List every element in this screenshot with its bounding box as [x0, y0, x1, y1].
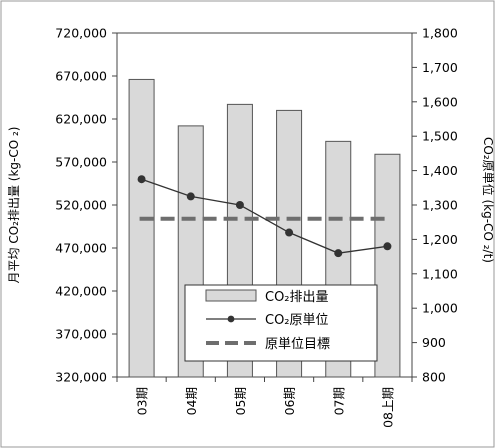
- right-tick-label: 800: [422, 370, 446, 385]
- rate-point: [235, 201, 244, 209]
- left-tick-label: 620,000: [55, 112, 107, 127]
- left-tick-label: 320,000: [55, 370, 107, 385]
- right-tick-label: 1,600: [422, 94, 458, 109]
- left-tick-label: 370,000: [55, 327, 107, 342]
- x-tick-label: 03期: [135, 387, 150, 415]
- legend-bar-swatch: [205, 289, 257, 302]
- right-axis-title: CO₂原単位 (kg-CO ₂/t): [481, 137, 495, 263]
- left-axis-title: 月平均 CO₂排出量 (kg-CO ₂): [7, 127, 21, 284]
- right-tick-label: 1,000: [422, 301, 458, 316]
- right-tick-label: 900: [422, 335, 446, 350]
- left-tick-label: 520,000: [55, 198, 107, 213]
- right-axis-ticks: 800 900 1,000 1,100 1,200 1,300 1,400 1,500 1,60…: [412, 26, 458, 385]
- right-tick-label: 1,700: [422, 60, 458, 75]
- legend-label-target: 原単位目標: [265, 336, 330, 352]
- rate-point: [186, 192, 195, 201]
- x-tick-label: 05期: [233, 387, 248, 415]
- rate-point: [334, 249, 343, 258]
- right-tick-label: 1,300: [422, 198, 458, 213]
- right-tick-label: 1,800: [422, 26, 458, 41]
- left-tick-label: 670,000: [55, 69, 107, 84]
- bar: [374, 153, 401, 378]
- x-tick-label: 07期: [331, 387, 346, 415]
- legend-label-rate: CO₂原単位: [265, 312, 329, 328]
- legend-label-emission: CO₂排出量: [265, 290, 329, 305]
- left-tick-label: 570,000: [55, 155, 107, 170]
- x-axis-ticks: 03期 04期 05期 06期 07期 08上期: [116, 377, 413, 428]
- right-tick-label: 1,200: [422, 232, 458, 247]
- right-tick-label: 1,100: [422, 266, 458, 281]
- legend-line-marker: [227, 315, 235, 323]
- left-tick-label: 470,000: [55, 241, 107, 256]
- right-tick-label: 1,500: [422, 129, 458, 144]
- bar: [128, 78, 155, 378]
- left-tick-label: 720,000: [55, 26, 107, 41]
- rate-line: [141, 178, 388, 254]
- rate-line-series: [137, 175, 392, 258]
- rate-point: [285, 228, 294, 237]
- x-tick-label: 06期: [282, 387, 297, 415]
- x-tick-label: 08上期: [380, 387, 395, 428]
- left-tick-label: 420,000: [55, 284, 107, 299]
- x-tick-label: 04期: [184, 387, 199, 415]
- left-axis-ticks: 320,000 370,000 420,000 470,000 520,000 570,0…: [55, 26, 117, 385]
- right-tick-label: 1,400: [422, 163, 458, 178]
- rate-point: [137, 175, 146, 184]
- legend: CO₂排出量 CO₂原単位 原単位目標: [184, 284, 378, 362]
- rate-point: [383, 242, 392, 251]
